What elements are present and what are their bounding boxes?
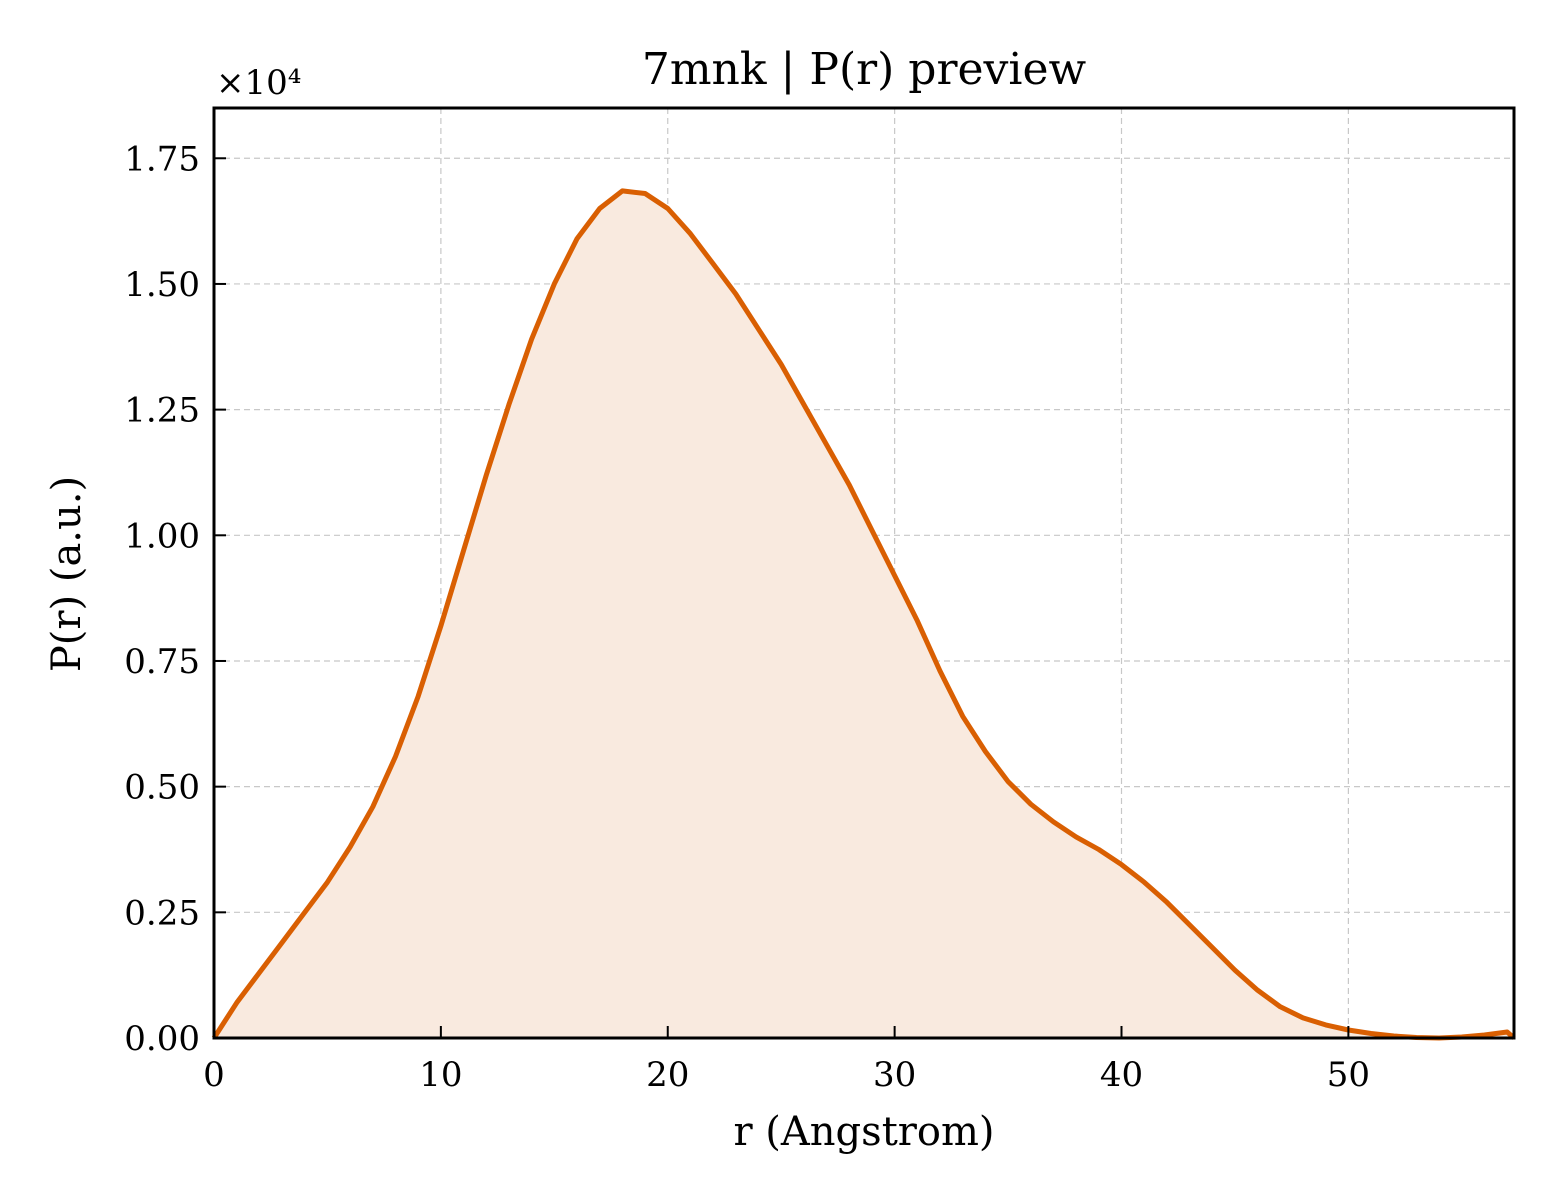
y-tick-label: 0.75 [124, 642, 200, 682]
y-tick-label: 1.75 [124, 139, 200, 179]
x-tick-label: 30 [873, 1055, 916, 1095]
y-tick-label: 1.00 [124, 516, 200, 556]
pr-area-fill [214, 190, 1514, 1038]
x-axis-label: r (Angstrom) [733, 1109, 994, 1155]
ticks-layer [213, 157, 1350, 1039]
y-tick-label: 1.25 [124, 391, 200, 431]
y-tick-label: 0.00 [124, 1019, 200, 1059]
pr-series-line [211, 188, 1516, 1041]
y-axis-label: P(r) (a.u.) [44, 476, 90, 672]
y-tick-label: 1.50 [124, 265, 200, 305]
x-tick-label: 10 [419, 1055, 462, 1095]
y-offset-label: ×10⁴ [216, 63, 301, 103]
x-tick-label: 40 [1100, 1055, 1143, 1095]
y-tick-label: 0.25 [124, 893, 200, 933]
plot-frame [212, 106, 1516, 1040]
x-tick-label: 0 [203, 1055, 225, 1095]
x-tick-label: 50 [1327, 1055, 1370, 1095]
tick-labels: 0 10 20 30 40 50 0.00 0.25 0.50 0.75 1.00 1.25 1.50 1… [124, 139, 1370, 1095]
y-tick-label: 0.50 [124, 768, 200, 808]
x-tick-label: 20 [646, 1055, 689, 1095]
chart-title: 7mnk | P(r) preview [642, 44, 1087, 95]
